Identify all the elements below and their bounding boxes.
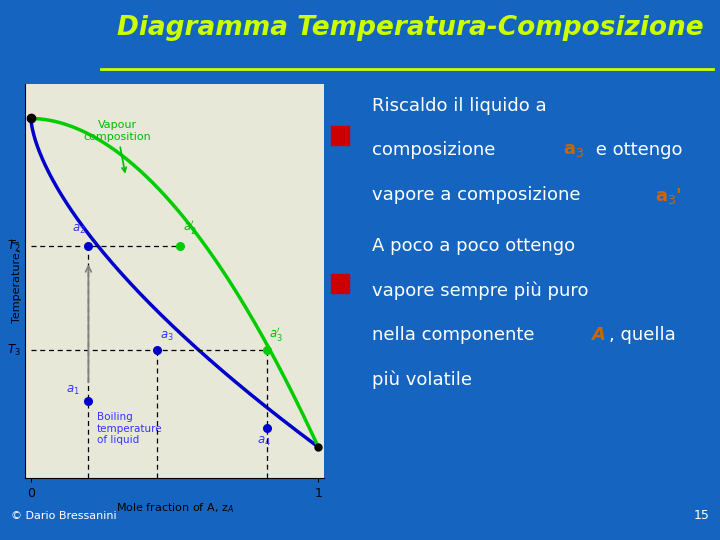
Y-axis label: Temperature, T: Temperature, T (12, 239, 22, 323)
Text: Boiling
temperature
of liquid: Boiling temperature of liquid (97, 412, 163, 445)
Text: A poco a poco ottengo: A poco a poco ottengo (372, 237, 575, 254)
Text: Diagramma Temperatura-Composizione: Diagramma Temperatura-Composizione (117, 15, 703, 40)
Text: più volatile: più volatile (372, 370, 472, 389)
Text: , quella: , quella (609, 326, 675, 344)
Text: $a_3$: $a_3$ (161, 329, 174, 343)
Text: 15: 15 (693, 509, 709, 522)
Text: $a_3'$: $a_3'$ (269, 325, 283, 343)
Text: Riscaldo il liquido a: Riscaldo il liquido a (372, 97, 546, 114)
Text: A: A (591, 326, 606, 344)
FancyBboxPatch shape (331, 274, 348, 293)
Text: $a_2'$: $a_2'$ (183, 218, 197, 237)
Text: composizione: composizione (372, 141, 501, 159)
FancyBboxPatch shape (331, 126, 348, 145)
Text: a$_3$': a$_3$' (655, 186, 682, 206)
Text: a$_3$: a$_3$ (562, 141, 584, 159)
Text: $T_2$: $T_2$ (7, 239, 21, 254)
Text: e ottengo: e ottengo (590, 141, 682, 159)
Text: Vapour
composition: Vapour composition (84, 120, 151, 172)
Text: $a_2$: $a_2$ (72, 223, 86, 237)
X-axis label: Mole fraction of A, z$_A$: Mole fraction of A, z$_A$ (116, 501, 233, 515)
Text: $T_3$: $T_3$ (7, 343, 21, 358)
Text: vapore sempre più puro: vapore sempre più puro (372, 281, 588, 300)
Text: $a_4$: $a_4$ (257, 435, 271, 449)
Text: nella componente: nella componente (372, 326, 540, 344)
Text: © Dario Bressanini: © Dario Bressanini (11, 511, 117, 521)
Text: vapore a composizione: vapore a composizione (372, 186, 586, 204)
Text: $a_1$: $a_1$ (66, 383, 80, 397)
